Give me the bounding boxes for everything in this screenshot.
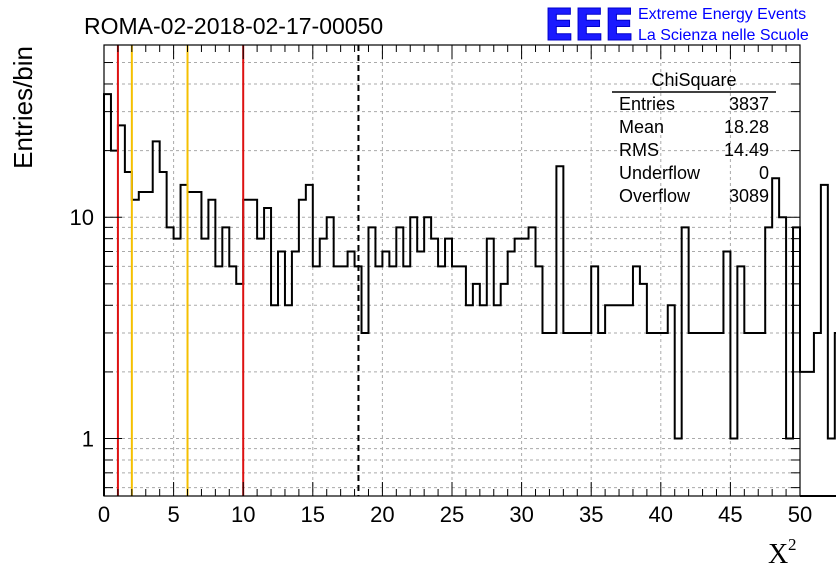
eee-logo-line1: Extreme Energy Events (638, 6, 806, 23)
histogram-layer (103, 93, 836, 497)
chart-title: ROMA-02-2018-02-17-00050 (84, 13, 383, 39)
stats-title: ChiSquare (651, 70, 736, 90)
stats-label-rms: RMS (619, 140, 659, 160)
eee-logo-text: EEE (544, 0, 634, 51)
x-tick-label: 10 (231, 502, 255, 527)
marker-lines (116, 45, 360, 496)
stats-value-underflow: 0 (759, 163, 769, 183)
x-tick-label: 45 (718, 502, 742, 527)
stats-label-mean: Mean (619, 117, 664, 137)
eee-logo-line2: La Scienza nelle Scuole (638, 27, 809, 44)
x-tick-label: 20 (370, 502, 394, 527)
axis-ticks (103, 45, 801, 496)
x-tick-label: 30 (509, 502, 533, 527)
x-tick-label: 5 (167, 502, 179, 527)
histogram-step-line (103, 93, 836, 497)
stats-value-mean: 18.28 (724, 117, 769, 137)
x-axis-label-superscript: 2 (788, 535, 797, 554)
tick-labels: 0 5 10 15 20 25 30 35 40 45 50 1 10 (70, 205, 813, 527)
x-tick-label: 0 (98, 502, 110, 527)
x-axis-label-base: X (768, 539, 788, 570)
x-tick-label: 35 (579, 502, 603, 527)
stats-value-entries: 3837 (729, 94, 769, 114)
stats-box: ChiSquare Entries 3837 Mean 18.28 RMS 14… (612, 70, 776, 206)
stats-label-entries: Entries (619, 94, 675, 114)
stats-value-rms: 14.49 (724, 140, 769, 160)
eee-logo: EEE Extreme Energy Events La Scienza nel… (544, 0, 809, 52)
y-tick-label: 10 (70, 205, 94, 230)
stats-label-overflow: Overflow (619, 186, 691, 206)
x-tick-label: 15 (301, 502, 325, 527)
stats-value-overflow: 3089 (729, 186, 769, 206)
x-tick-label: 50 (788, 502, 812, 527)
x-tick-label: 25 (440, 502, 464, 527)
y-tick-label: 1 (82, 427, 94, 452)
x-tick-label: 40 (649, 502, 673, 527)
x-axis-label: X 2 (768, 535, 797, 570)
y-axis-label: Entries/bin (8, 46, 38, 169)
stats-label-underflow: Underflow (619, 163, 701, 183)
